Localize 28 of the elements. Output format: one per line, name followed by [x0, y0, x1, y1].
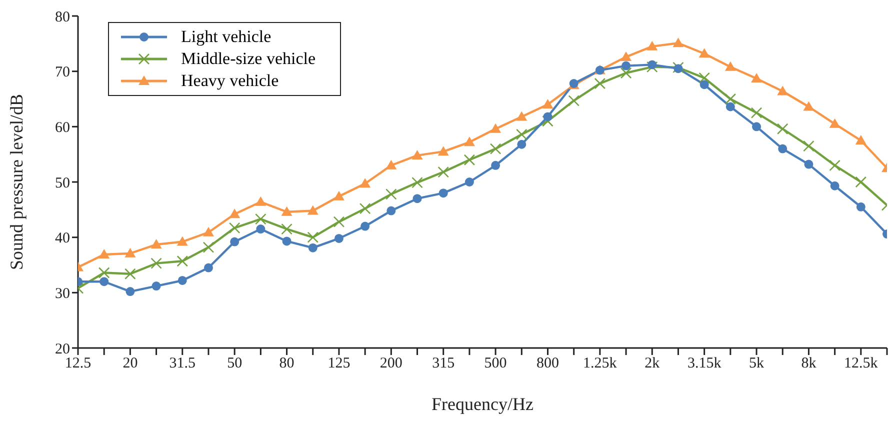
- x-tick-label: 315: [432, 356, 455, 372]
- x-tick-label: 8k: [801, 356, 817, 372]
- x-tick-label: 20: [122, 356, 138, 372]
- x-tick-label: 12.5: [64, 356, 92, 372]
- x-tick-label: 12.5k: [844, 356, 878, 372]
- x-tick-label: 31.5: [169, 356, 196, 372]
- legend-label: Middle-size vehicle: [181, 49, 316, 69]
- x-tick-label: 50: [227, 356, 242, 372]
- y-tick-label: 40: [55, 230, 70, 247]
- x-tick-label: 2k: [644, 356, 660, 372]
- x-tick-label: 1.25k: [583, 356, 618, 372]
- x-tick-label: 3.15k: [687, 356, 722, 372]
- legend-label: Light vehicle: [181, 27, 272, 47]
- x-axis-title: Frequency/Hz: [432, 394, 534, 414]
- x-tick-label: 125: [328, 356, 350, 372]
- y-tick-label: 70: [55, 64, 70, 81]
- x-tick-label: 500: [484, 356, 507, 372]
- y-tick-label: 80: [55, 9, 70, 26]
- y-tick-label: 20: [55, 341, 70, 358]
- y-tick-label: 30: [55, 286, 70, 302]
- y-tick-label: 60: [55, 120, 70, 136]
- x-tick-label: 200: [380, 356, 402, 372]
- x-tick-label: 800: [536, 356, 559, 372]
- y-tick-label: 50: [55, 175, 70, 192]
- legend-label: Heavy vehicle: [181, 71, 279, 91]
- x-tick-label: 5k: [749, 356, 765, 372]
- x-tick-label: 80: [279, 356, 294, 372]
- y-axis-title: Sound pressure level/dB: [6, 94, 26, 270]
